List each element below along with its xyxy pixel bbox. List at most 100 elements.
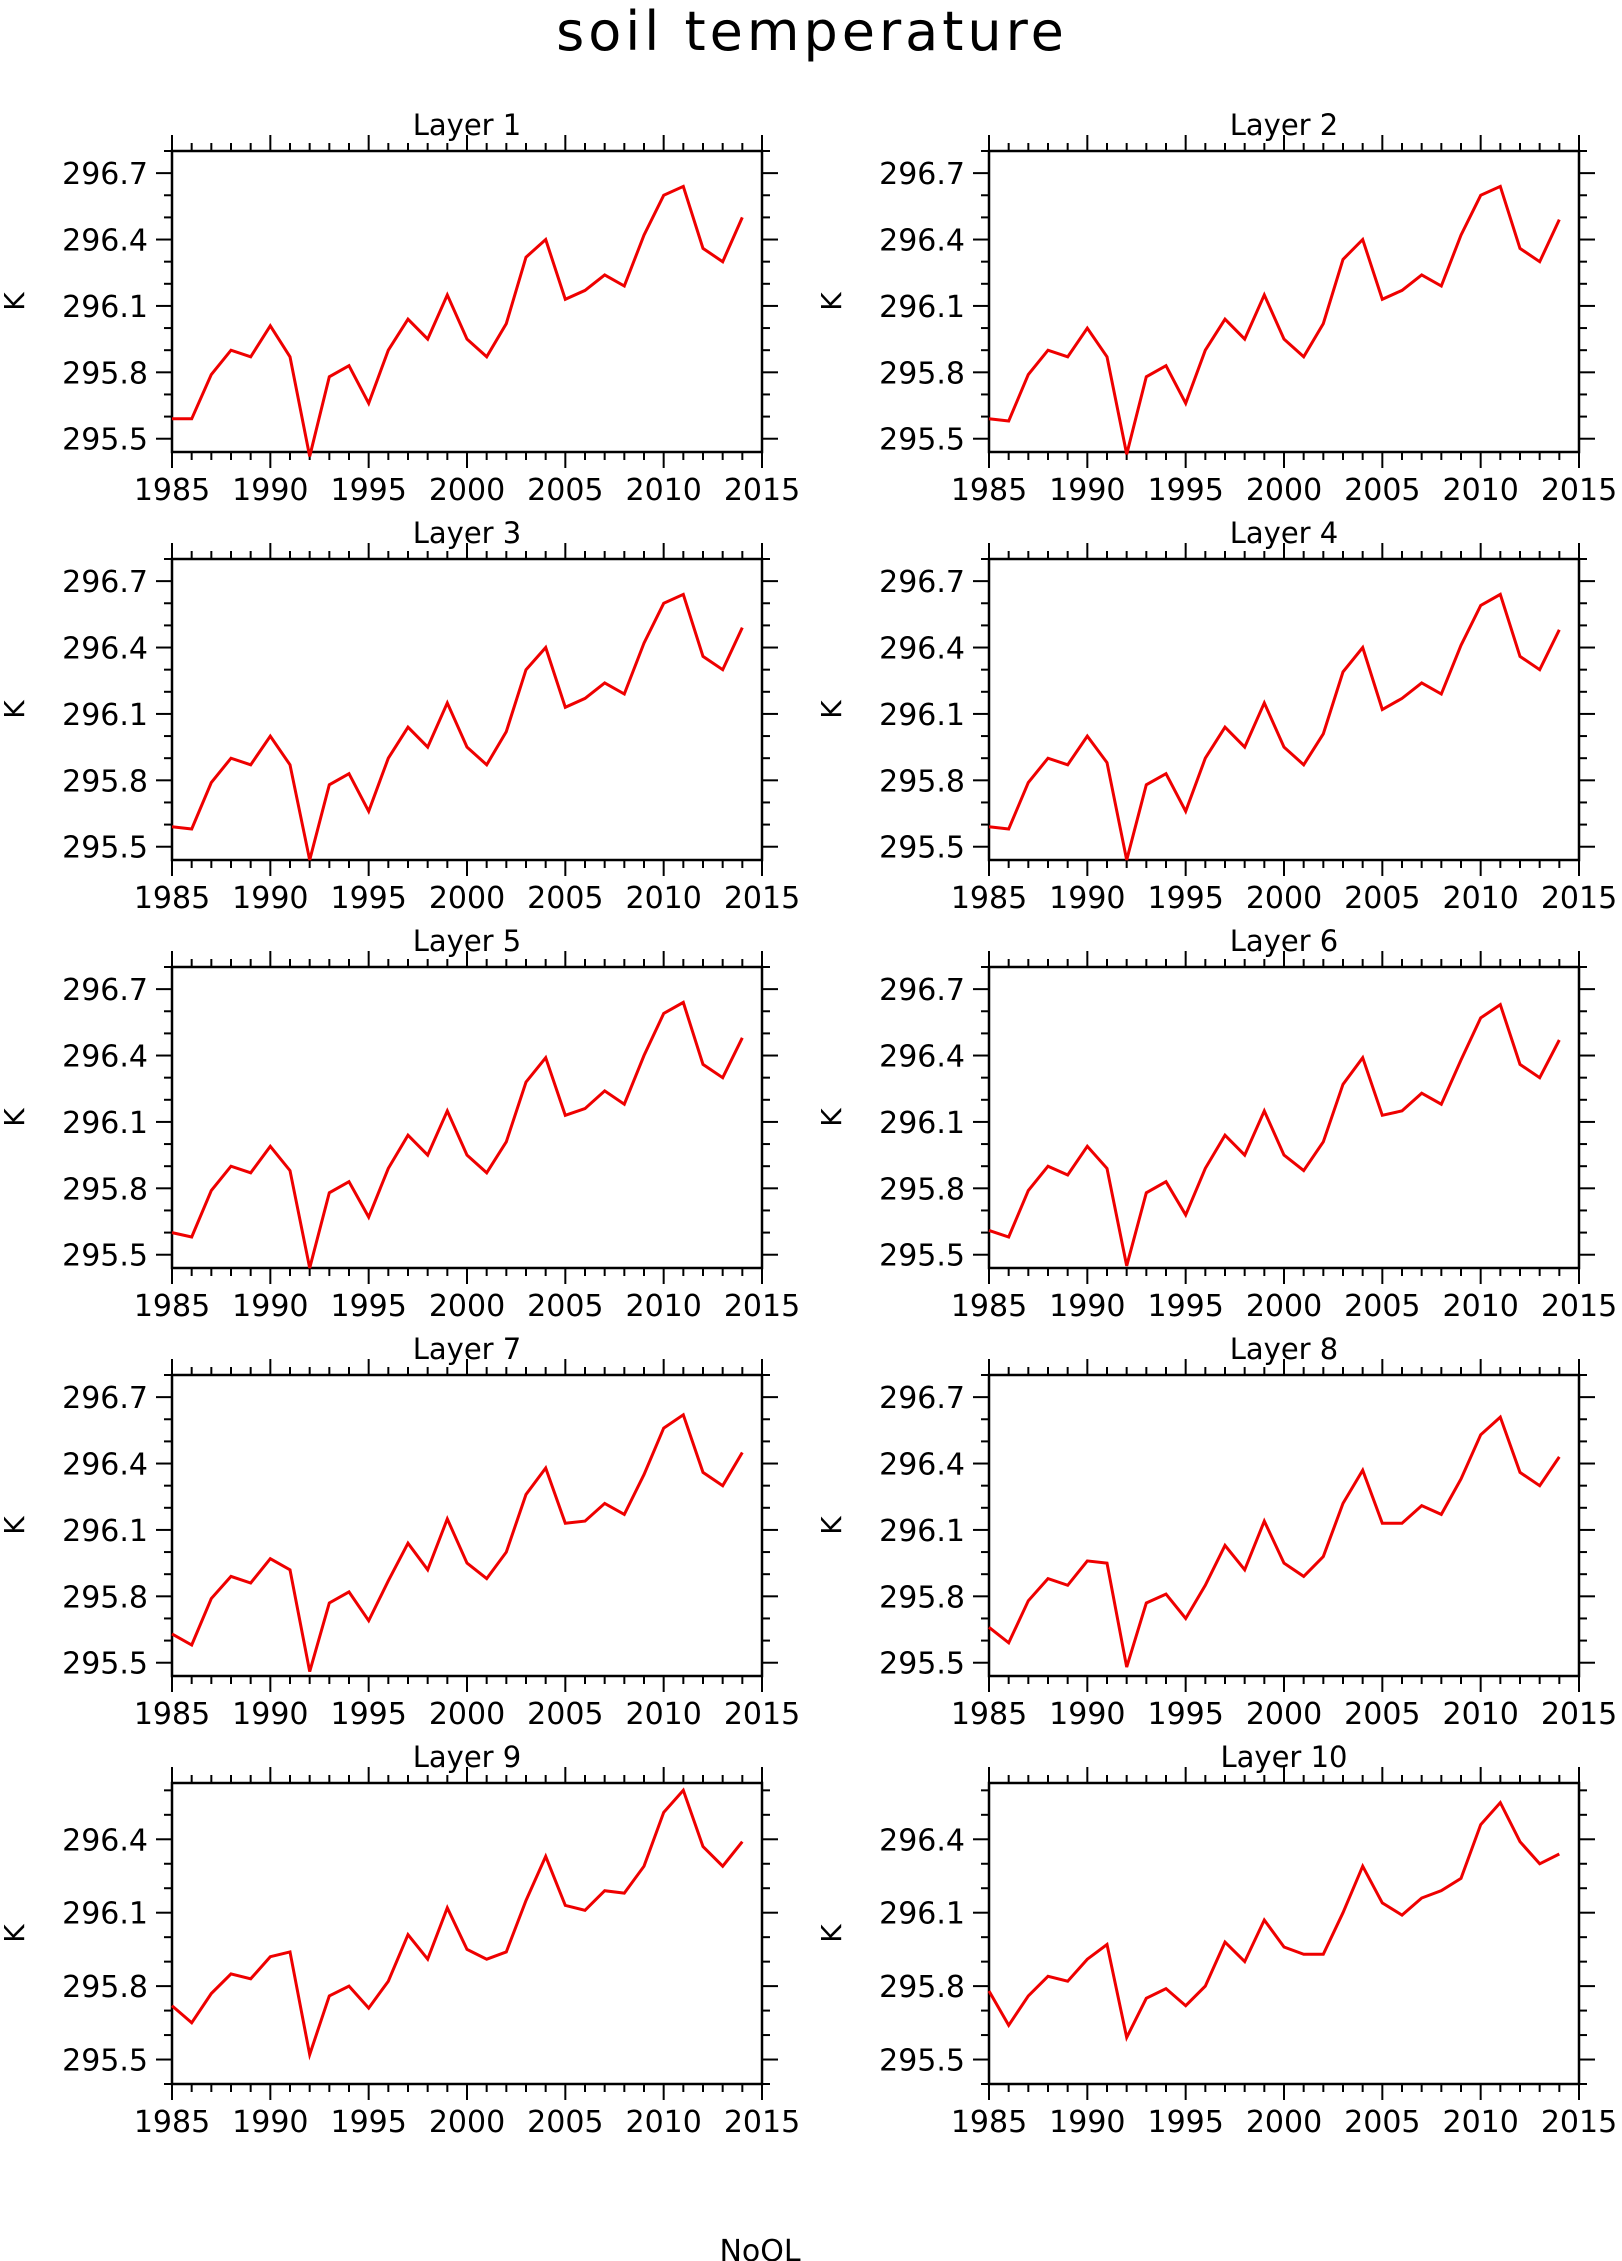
y-tick-label: 296.4 [62, 224, 148, 259]
series-line [988, 592, 1561, 861]
x-tick-label: 2005 [527, 881, 603, 916]
y-tick-label: 296.1 [879, 698, 965, 733]
y-tick-label: 296.7 [879, 973, 965, 1008]
x-tick-label: 1985 [951, 1289, 1027, 1324]
chart-panel-5: 1985 1990 1995 2000 2005 2010 2015 295.5 295.8 29… [0, 924, 800, 1324]
x-tick-label: 2005 [1344, 2105, 1420, 2140]
y-axis-label: K [0, 1516, 31, 1535]
x-tick-label: 2010 [625, 2105, 701, 2140]
chart-panel-3: 1985 1990 1995 2000 2005 2010 2015 295.5 295.8 29… [0, 516, 800, 916]
y-tick-label: 296.1 [62, 1897, 148, 1932]
x-tick-label: 2000 [429, 1697, 505, 1732]
x-tick-label: 2000 [1246, 2105, 1322, 2140]
y-tick-label: 296.7 [62, 1381, 148, 1416]
y-tick-label: 296.4 [879, 1448, 965, 1483]
y-tick-label: 295.5 [879, 2044, 965, 2079]
chart-panel-10: 1985 1990 1995 2000 2005 2010 2015 295.5 295.8 29… [815, 1740, 1617, 2140]
series-line [987, 1799, 1560, 2043]
x-tick-label: 1995 [1147, 2105, 1223, 2140]
y-tick-label: 296.7 [879, 1381, 965, 1416]
x-tick-label: 2015 [1541, 1289, 1617, 1324]
y-tick-label: 295.5 [62, 2044, 148, 2079]
x-tick-label: 2015 [1541, 473, 1617, 508]
y-tick-label: 295.8 [62, 764, 148, 799]
y-tick-label: 295.8 [62, 356, 148, 391]
plot-frame [170, 557, 764, 862]
x-tick-label: 1995 [330, 1697, 406, 1732]
y-tick-label: 296.1 [879, 290, 965, 325]
chart-panel-8: 1985 1990 1995 2000 2005 2010 2015 295.5 295.8 29… [815, 1332, 1617, 1732]
panel-title: Layer 6 [1230, 924, 1339, 958]
y-tick-label: 296.7 [62, 973, 148, 1008]
plot-frame [987, 149, 1581, 454]
x-tick-label: 1990 [232, 473, 308, 508]
x-tick-label: 1985 [951, 881, 1027, 916]
y-axis-label: K [0, 1108, 31, 1127]
y-tick-label: 296.4 [62, 632, 148, 667]
x-tick-label: 2010 [1442, 881, 1518, 916]
x-tick-label: 1995 [330, 881, 406, 916]
x-tick-label: 2005 [1344, 1697, 1420, 1732]
y-tick-label: 295.5 [879, 423, 965, 458]
x-tick-label: 2000 [429, 473, 505, 508]
x-tick-label: 2015 [724, 1289, 800, 1324]
y-axis-label: K [815, 700, 848, 719]
panel-title: Layer 1 [413, 108, 522, 142]
y-axis-label: K [815, 1108, 848, 1127]
x-tick-label: 1990 [1049, 881, 1125, 916]
x-tick-label: 2000 [1246, 1289, 1322, 1324]
plot-frame [170, 149, 764, 454]
plot-frame [170, 965, 764, 1270]
x-tick-label: 1990 [1049, 1697, 1125, 1732]
series-line [172, 184, 744, 457]
x-tick-label: 2005 [527, 2105, 603, 2140]
x-tick-label: 1995 [1147, 1289, 1223, 1324]
y-tick-label: 296.4 [879, 224, 965, 259]
x-tick-label: 2005 [527, 473, 603, 508]
panel-title: Layer 3 [413, 516, 522, 550]
x-tick-label: 1990 [232, 881, 308, 916]
x-tick-label: 2015 [724, 881, 800, 916]
plot-frame [987, 1781, 1581, 2086]
y-tick-label: 296.1 [879, 1897, 965, 1932]
y-tick-label: 296.4 [62, 1040, 148, 1075]
y-tick-label: 296.1 [879, 1106, 965, 1141]
y-tick-label: 295.5 [879, 831, 965, 866]
x-tick-label: 1995 [330, 473, 406, 508]
x-tick-label: 2015 [724, 473, 800, 508]
x-tick-label: 1985 [951, 473, 1027, 508]
plot-frame [987, 557, 1581, 862]
panel-title: Layer 4 [1230, 516, 1339, 550]
x-tick-label: 2010 [625, 881, 701, 916]
y-tick-label: 295.5 [62, 831, 148, 866]
x-tick-label: 1995 [1147, 881, 1223, 916]
y-axis-label: K [0, 292, 31, 311]
x-tick-label: 1985 [951, 2105, 1027, 2140]
figure-title: soil temperature [556, 0, 1068, 63]
x-tick-label: 2010 [625, 1697, 701, 1732]
x-tick-label: 2010 [625, 473, 701, 508]
x-tick-label: 2010 [1442, 473, 1518, 508]
y-tick-label: 295.5 [62, 1647, 148, 1682]
x-tick-label: 2000 [1246, 1697, 1322, 1732]
y-tick-label: 296.4 [879, 1040, 965, 1075]
x-tick-label: 2000 [429, 1289, 505, 1324]
y-tick-label: 296.1 [62, 1106, 148, 1141]
x-tick-label: 2010 [1442, 1697, 1518, 1732]
y-tick-label: 296.7 [62, 565, 148, 600]
series-line [988, 1414, 1561, 1668]
chart-panel-6: 1985 1990 1995 2000 2005 2010 2015 295.5 295.8 29… [815, 924, 1617, 1324]
x-tick-label: 1990 [232, 1697, 308, 1732]
y-axis-label: K [815, 1516, 848, 1535]
panel-title: Layer 5 [413, 924, 522, 958]
y-tick-label: 295.8 [62, 1580, 148, 1615]
y-axis-label: K [815, 1924, 848, 1943]
x-tick-label: 1995 [330, 2105, 406, 2140]
x-tick-label: 2010 [1442, 1289, 1518, 1324]
y-axis-label: K [0, 700, 31, 719]
y-tick-label: 296.7 [62, 157, 148, 192]
x-tick-label: 2000 [1246, 473, 1322, 508]
y-tick-label: 295.5 [62, 423, 148, 458]
y-tick-label: 296.4 [62, 1448, 148, 1483]
